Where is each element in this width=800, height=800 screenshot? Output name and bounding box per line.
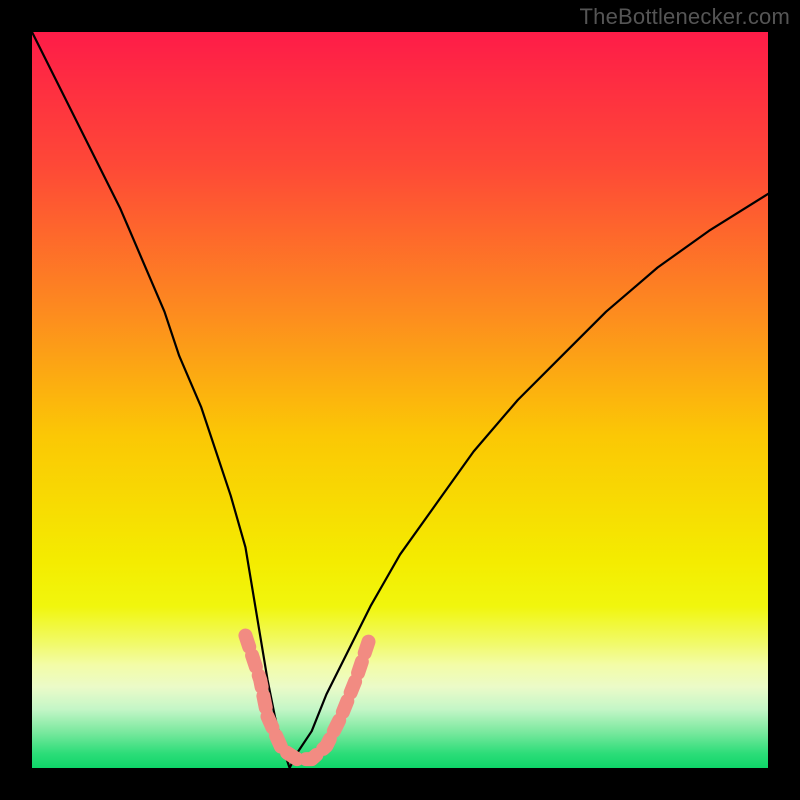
gradient-background (32, 32, 768, 768)
watermark-text: TheBottlenecker.com (580, 4, 790, 30)
chart-root: { "watermark": { "text": "TheBottlenecke… (0, 0, 800, 800)
bottleneck-chart (32, 32, 768, 768)
